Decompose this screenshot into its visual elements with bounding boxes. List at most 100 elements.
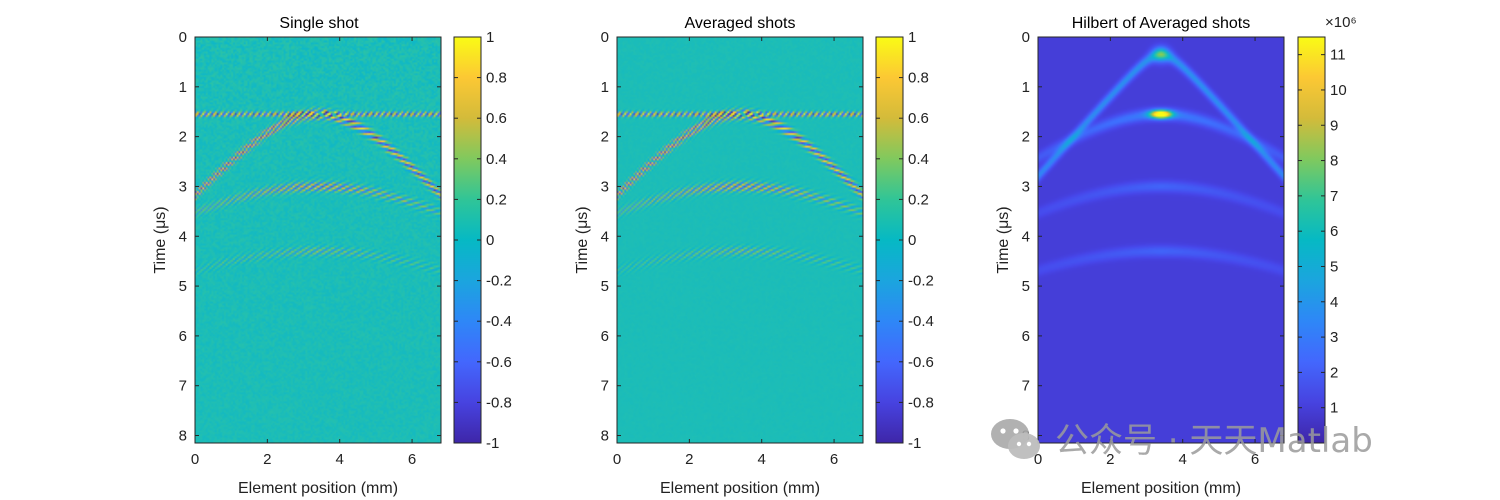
colorbar-tick-label: 0.6 bbox=[486, 110, 507, 127]
heatmap-image bbox=[195, 37, 441, 443]
y-tick-label: 6 bbox=[179, 328, 187, 345]
colorbar-tick-label: 0.2 bbox=[908, 191, 929, 208]
y-tick-label: 2 bbox=[179, 129, 187, 146]
heatmap-image bbox=[617, 37, 863, 443]
chart-panel-2: Averaged shots Time (μs) Element position … bbox=[574, 15, 934, 497]
chart-panel-3: Hilbert of Averaged shots Time (μs) Elemen… bbox=[995, 14, 1357, 497]
chart-title: Hilbert of Averaged shots bbox=[1072, 15, 1250, 32]
plot-frame bbox=[616, 36, 864, 444]
x-tick-label: 4 bbox=[336, 451, 344, 468]
x-tick-label: 4 bbox=[758, 451, 766, 468]
colorbar-tick-label: -0.8 bbox=[486, 394, 512, 411]
y-tick-label: 5 bbox=[1022, 278, 1030, 295]
colorbar-tick-label: -1 bbox=[908, 435, 921, 452]
colorbar-tick-label: 0.8 bbox=[908, 70, 929, 87]
y-tick-label: 4 bbox=[179, 228, 187, 245]
chart-panel-1: Single shot Time (μs) Element position (mm… bbox=[152, 15, 512, 497]
x-tick-label: 4 bbox=[1179, 451, 1187, 468]
colorbar-gradient bbox=[875, 36, 904, 444]
y-tick-label: 7 bbox=[1022, 378, 1030, 395]
plot-frame bbox=[1037, 36, 1285, 444]
colorbar-tick-label: 10 bbox=[1330, 82, 1347, 99]
x-tick-label: 0 bbox=[613, 451, 621, 468]
colorbar-tick-label: 0.4 bbox=[908, 151, 929, 168]
colorbar-tick-label: 4 bbox=[1330, 294, 1338, 311]
y-axis-label: Time (μs) bbox=[995, 206, 1012, 273]
heatmap-image bbox=[1038, 37, 1284, 443]
colorbar-tick-label: 6 bbox=[1330, 223, 1338, 240]
colorbar-tick-label: 8 bbox=[1330, 153, 1338, 170]
y-tick-label: 0 bbox=[1022, 29, 1030, 46]
y-tick-label: 4 bbox=[1022, 228, 1030, 245]
colorbar-tick-label: 1 bbox=[908, 29, 916, 46]
y-tick-label: 6 bbox=[601, 328, 609, 345]
colorbar-tick-label: 0.6 bbox=[908, 110, 929, 127]
y-axis-label: Time (μs) bbox=[152, 206, 169, 273]
colorbar-tick-label: 9 bbox=[1330, 117, 1338, 134]
colorbar-tick-label: 2 bbox=[1330, 364, 1338, 381]
y-tick-label: 2 bbox=[601, 129, 609, 146]
y-tick-label: 0 bbox=[179, 29, 187, 46]
x-tick-label: 2 bbox=[685, 451, 693, 468]
y-tick-label: 3 bbox=[1022, 178, 1030, 195]
y-tick-label: 1 bbox=[179, 79, 187, 96]
colorbar-tick-label: 0 bbox=[486, 232, 494, 249]
chart-title: Single shot bbox=[279, 15, 359, 32]
y-tick-label: 3 bbox=[601, 178, 609, 195]
x-tick-label: 0 bbox=[1034, 451, 1042, 468]
y-tick-label: 5 bbox=[179, 278, 187, 295]
colorbar-tick-label: 0 bbox=[908, 232, 916, 249]
colorbar-tick-label: 1 bbox=[486, 29, 494, 46]
plot-frame bbox=[194, 36, 442, 444]
y-axis-label: Time (μs) bbox=[574, 206, 591, 273]
y-tick-label: 6 bbox=[1022, 328, 1030, 345]
y-tick-label: 2 bbox=[1022, 129, 1030, 146]
y-tick-label: 5 bbox=[601, 278, 609, 295]
y-tick-label: 1 bbox=[601, 79, 609, 96]
watermark: 公众号 · 天天Matlab bbox=[991, 419, 1373, 461]
colorbar-tick-label: -0.4 bbox=[908, 313, 934, 330]
colorbar-tick-label: -0.4 bbox=[486, 313, 512, 330]
colorbar-tick-label: -0.8 bbox=[908, 394, 934, 411]
y-tick-label: 7 bbox=[601, 378, 609, 395]
colorbar-tick-label: -0.2 bbox=[486, 273, 512, 290]
x-tick-label: 6 bbox=[830, 451, 838, 468]
colorbar-tick-label: -0.6 bbox=[908, 354, 934, 371]
y-tick-label: 4 bbox=[601, 228, 609, 245]
colorbar-gradient bbox=[453, 36, 482, 444]
y-tick-label: 7 bbox=[179, 378, 187, 395]
x-tick-label: 6 bbox=[408, 451, 416, 468]
x-tick-label: 2 bbox=[1106, 451, 1114, 468]
colorbar: 1 2 3 4 5 6 7 8 9 10 11 ×10⁶ bbox=[1297, 14, 1357, 444]
x-tick-label: 0 bbox=[191, 451, 199, 468]
y-tick-label: 1 bbox=[1022, 79, 1030, 96]
colorbar-tick-label: 5 bbox=[1330, 258, 1338, 275]
colorbar-exponent: ×10⁶ bbox=[1325, 14, 1357, 31]
colorbar-tick-label: 1 bbox=[1330, 400, 1338, 417]
y-tick-label: 0 bbox=[601, 29, 609, 46]
colorbar-tick-label: 3 bbox=[1330, 329, 1338, 346]
colorbar-tick-label: -0.6 bbox=[486, 354, 512, 371]
colorbar-tick-label: -0.2 bbox=[908, 273, 934, 290]
colorbar-tick-label: 0.4 bbox=[486, 151, 507, 168]
colorbar: -1 -0.8 -0.6 -0.4 -0.2 0 0.2 0.4 0.6 0.8 1 bbox=[453, 29, 512, 452]
chart-title: Averaged shots bbox=[685, 15, 796, 32]
x-tick-label: 2 bbox=[263, 451, 271, 468]
colorbar-tick-label: 0.8 bbox=[486, 70, 507, 87]
watermark-text: 公众号 · 天天Matlab bbox=[1055, 421, 1373, 461]
x-axis-label: Element position (mm) bbox=[1081, 480, 1241, 497]
y-tick-label: 8 bbox=[179, 428, 187, 445]
x-axis-label: Element position (mm) bbox=[660, 480, 820, 497]
colorbar-tick-label: 7 bbox=[1330, 188, 1338, 205]
y-tick-label: 3 bbox=[179, 178, 187, 195]
colorbar-tick-label: 11 bbox=[1330, 47, 1346, 64]
x-tick-label: 6 bbox=[1251, 451, 1259, 468]
colorbar-gradient bbox=[1297, 36, 1326, 444]
colorbar-tick-label: -1 bbox=[486, 435, 499, 452]
x-axis-label: Element position (mm) bbox=[238, 480, 398, 497]
wechat-icon bbox=[991, 419, 1040, 459]
colorbar: -1 -0.8 -0.6 -0.4 -0.2 0 0.2 0.4 0.6 0.8 1 bbox=[875, 29, 934, 452]
colorbar-tick-label: 0.2 bbox=[486, 191, 507, 208]
